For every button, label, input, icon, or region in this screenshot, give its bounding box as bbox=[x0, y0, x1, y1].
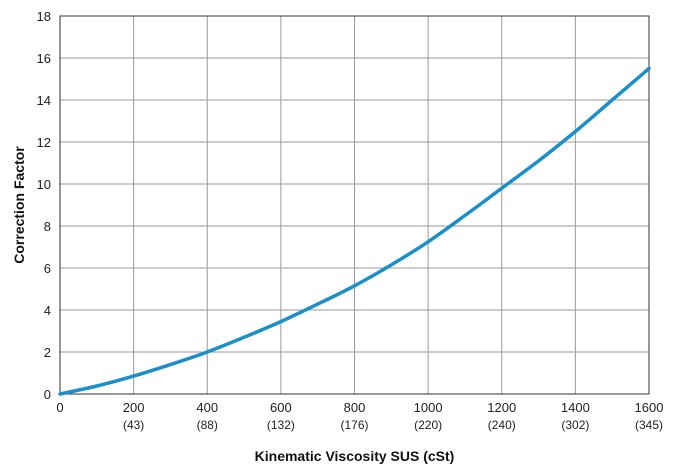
grid bbox=[59, 15, 650, 395]
x-tick-sublabel: (88) bbox=[197, 418, 218, 432]
y-tick-label: 18 bbox=[37, 9, 51, 24]
series-layer bbox=[58, 66, 651, 396]
x-tick-sublabel: (176) bbox=[340, 418, 368, 432]
y-tick-label: 10 bbox=[37, 177, 51, 192]
x-tick-sublabel: (345) bbox=[635, 418, 663, 432]
correction-factor-curve bbox=[58, 66, 651, 396]
y-tick-label: 8 bbox=[44, 219, 51, 234]
x-tick-sublabel: (43) bbox=[123, 418, 144, 432]
x-tick-label: 1600 bbox=[635, 400, 664, 415]
y-tick-label: 12 bbox=[37, 135, 51, 150]
x-tick-label: 400 bbox=[196, 400, 218, 415]
x-tick-label: 1400 bbox=[561, 400, 590, 415]
x-tick-label: 1200 bbox=[487, 400, 516, 415]
y-tick-label: 14 bbox=[37, 93, 51, 108]
x-tick-label: 600 bbox=[270, 400, 292, 415]
y-tick-label: 0 bbox=[44, 387, 51, 402]
x-tick-label: 800 bbox=[344, 400, 366, 415]
x-tick-label: 200 bbox=[123, 400, 145, 415]
x-tick-label: 1000 bbox=[414, 400, 443, 415]
x-tick-label: 0 bbox=[56, 400, 63, 415]
y-tick-label: 4 bbox=[44, 303, 51, 318]
y-axis-title: Correction Factor bbox=[11, 146, 27, 264]
x-tick-sublabel: (220) bbox=[414, 418, 442, 432]
x-tick-sublabel: (240) bbox=[488, 418, 516, 432]
y-tick-label: 2 bbox=[44, 345, 51, 360]
x-axis-ticks: 0 200 (43) 400 (88) 600 (132) 800 (176) 1000 (220)… bbox=[56, 400, 663, 432]
x-tick-sublabel: (302) bbox=[561, 418, 589, 432]
y-tick-label: 6 bbox=[44, 261, 51, 276]
y-tick-label: 16 bbox=[37, 51, 51, 66]
x-tick-sublabel: (132) bbox=[267, 418, 295, 432]
y-axis-ticks: 0 2 4 6 8 10 12 14 16 18 bbox=[37, 9, 51, 402]
plot-frame bbox=[59, 15, 650, 395]
x-axis-title: Kinematic Viscosity SUS (cSt) bbox=[255, 448, 455, 464]
